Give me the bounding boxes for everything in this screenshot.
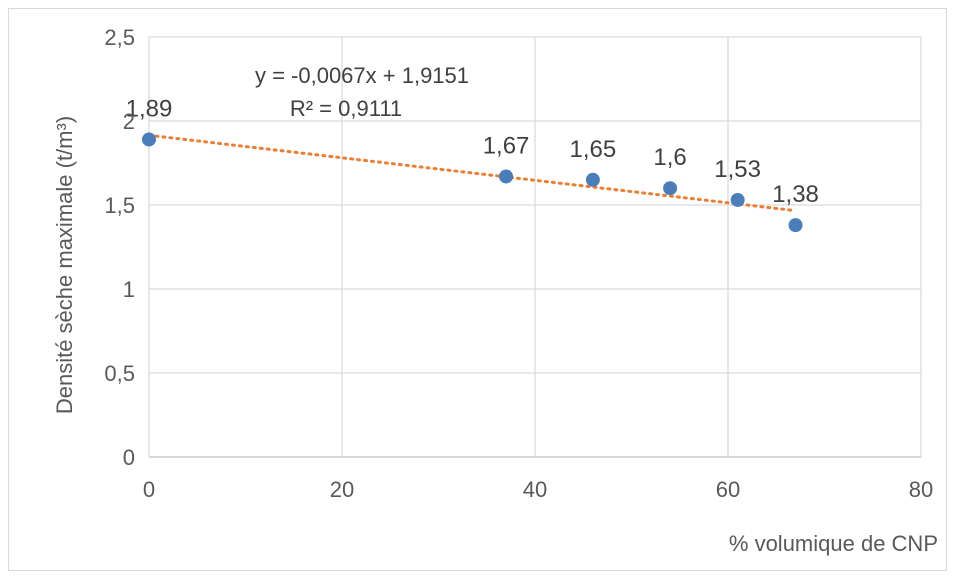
x-tick-label: 80 xyxy=(909,477,933,502)
data-point xyxy=(730,192,745,207)
data-label: 1,6 xyxy=(653,144,686,171)
x-tick-label: 0 xyxy=(143,477,155,502)
data-label: 1,53 xyxy=(714,156,761,183)
y-tick-label: 0 xyxy=(123,445,135,470)
y-axis-title: Densité sèche maximale (t/m³) xyxy=(52,116,77,414)
y-tick-label: 0,5 xyxy=(104,361,135,386)
y-tick-label: 2,5 xyxy=(104,25,135,50)
data-point xyxy=(663,181,678,196)
y-tick-label: 2 xyxy=(123,109,135,134)
linear-trendline xyxy=(147,133,798,213)
grid-lines xyxy=(148,36,922,458)
x-tick-label: 40 xyxy=(523,477,547,502)
data-point xyxy=(142,132,156,147)
data-point xyxy=(788,218,803,233)
data-points xyxy=(142,132,803,233)
x-tick-label: 60 xyxy=(716,477,740,502)
x-tick-label: 20 xyxy=(330,477,354,502)
y-tick-label: 1 xyxy=(123,277,135,302)
x-axis-title: % volumique de CNP xyxy=(729,531,938,556)
trendline-equation: y = -0,0067x + 1,9151 xyxy=(255,63,469,88)
data-label: 1,38 xyxy=(772,181,819,208)
data-label: 1,65 xyxy=(570,136,617,163)
data-label: 1,89 xyxy=(126,95,173,122)
data-label: 1,67 xyxy=(483,132,530,159)
trendline-layer xyxy=(147,133,798,213)
y-tick-label: 1,5 xyxy=(104,193,135,218)
data-labels: 1,89 1,67 1,65 1,6 1,53 1,38 xyxy=(126,95,819,208)
tick-labels: 0 0,5 1 1,5 2 2,5 0 20 40 60 80 xyxy=(104,25,933,502)
data-point xyxy=(585,172,600,187)
trendline-r-squared: R² = 0,9111 xyxy=(290,96,402,121)
data-point xyxy=(499,169,514,184)
